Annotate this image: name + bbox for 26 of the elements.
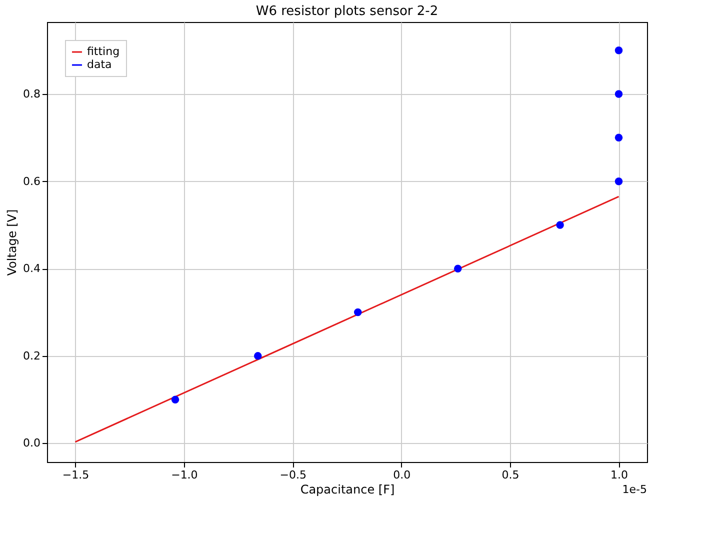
point xyxy=(556,221,564,229)
point xyxy=(614,46,623,54)
point xyxy=(614,90,623,98)
point xyxy=(354,308,362,316)
x-tick-label: 0.0 xyxy=(393,468,411,482)
point xyxy=(171,396,180,404)
legend-label: data xyxy=(87,58,112,71)
point xyxy=(454,264,462,272)
y-axis-title: Voltage [V] xyxy=(5,209,20,276)
point xyxy=(614,177,623,186)
y-tick-label: 0.0 xyxy=(23,436,40,450)
chart-title: W6 resistor plots sensor 2-2 xyxy=(256,4,438,19)
x-tick-label: −1.0 xyxy=(171,468,198,482)
point xyxy=(614,134,623,142)
y-tick-label: 0.2 xyxy=(23,349,40,362)
x-tick-label: 1.0 xyxy=(610,468,628,482)
x-tick-label: 0.5 xyxy=(502,468,520,482)
x-tick-label: −1.5 xyxy=(62,468,90,482)
x-tick-label: −0.5 xyxy=(280,468,307,482)
y-tick-label: 0.6 xyxy=(23,174,40,188)
y-tick-label: 0.8 xyxy=(23,88,40,101)
legend-label: fitting xyxy=(87,45,120,58)
y-tick-label: 0.4 xyxy=(23,262,40,276)
text: 1e-5 xyxy=(622,483,647,496)
point xyxy=(254,352,262,360)
x-axis-title: Capacitance [F] xyxy=(300,482,395,496)
